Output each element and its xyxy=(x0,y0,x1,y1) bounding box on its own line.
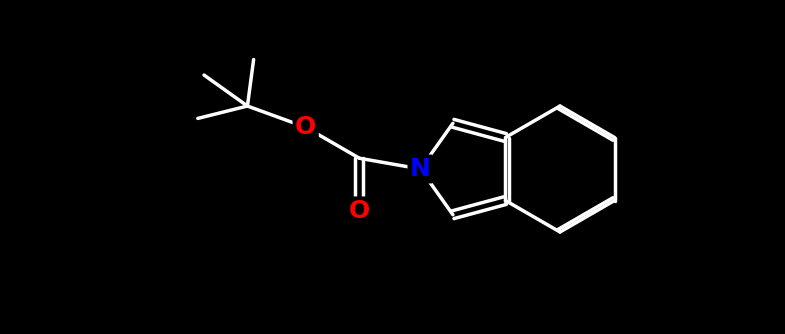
Text: N: N xyxy=(410,157,431,181)
Text: O: O xyxy=(295,115,316,139)
Text: O: O xyxy=(349,199,370,223)
